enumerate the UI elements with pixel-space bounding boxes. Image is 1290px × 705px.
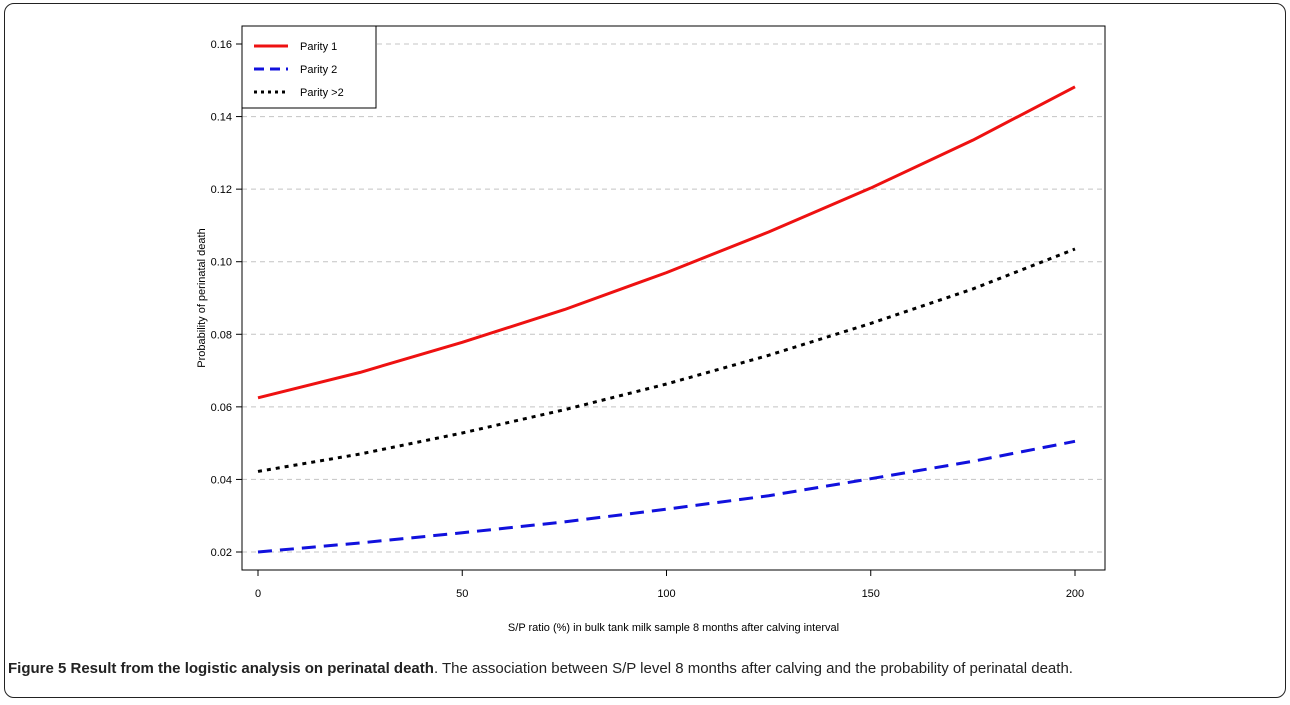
y-axis-label: Probability of perinatal death xyxy=(196,228,208,367)
x-tick-label-0: 0 xyxy=(255,588,261,600)
series-line-2 xyxy=(257,439,1076,554)
y-tick-label-4: 0.10 xyxy=(211,257,232,269)
y-tick-label-0: 0.02 xyxy=(211,547,232,559)
axes: 0.02 0.04 0.06 0.08 0.10 0.12 0.14 0.16 0 50 100 15… xyxy=(211,39,1085,600)
x-axis-label: S/P ratio (%) in bulk tank milk sample 8… xyxy=(508,622,839,634)
caption-title: Figure 5 Result from the logistic analys… xyxy=(8,660,434,677)
legend: Parity 1 Parity 2 Parity >2 xyxy=(241,25,377,109)
y-tick-label-6: 0.14 xyxy=(211,112,232,124)
legend-label-2: Parity 2 xyxy=(300,64,337,76)
y-tick-label-7: 0.16 xyxy=(211,39,232,51)
legend-box xyxy=(241,25,377,109)
x-tick-label-4: 200 xyxy=(1066,588,1084,600)
series-lines xyxy=(257,85,1076,554)
caption-text: The association between S/P level 8 mont… xyxy=(438,660,1073,677)
grid-lines xyxy=(242,43,1105,553)
x-tick-label-1: 50 xyxy=(456,588,468,600)
figure-caption: Figure 5 Result from the logistic analys… xyxy=(8,658,1280,679)
x-tick-label-3: 150 xyxy=(862,588,880,600)
y-tick-label-3: 0.08 xyxy=(211,329,232,341)
y-tick-label-2: 0.06 xyxy=(211,402,232,414)
legend-label-3: Parity >2 xyxy=(300,87,344,99)
x-tick-label-2: 100 xyxy=(657,588,675,600)
plot-border xyxy=(241,25,1106,571)
series-line-3 xyxy=(257,247,1076,473)
y-tick-label-5: 0.12 xyxy=(211,184,232,196)
series-line-1 xyxy=(257,85,1076,400)
legend-label-1: Parity 1 xyxy=(300,41,337,53)
caption-separator: . xyxy=(433,660,439,677)
y-tick-label-1: 0.04 xyxy=(211,474,232,486)
figure-frame xyxy=(4,3,1286,698)
